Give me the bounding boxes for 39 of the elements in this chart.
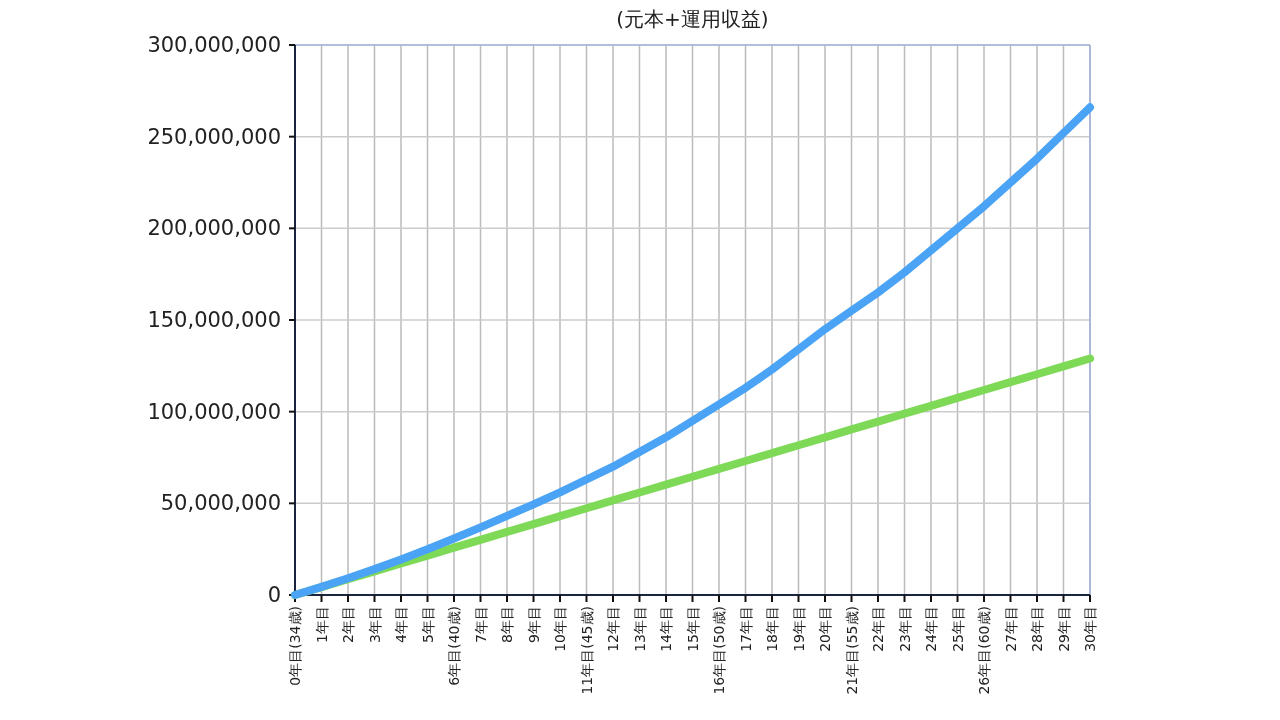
x-tick-label: 22年目 (870, 606, 886, 652)
x-tick-label: 17年目 (737, 606, 754, 652)
x-tick-label: 6年目(40歳) (446, 606, 462, 686)
x-tick-label: 21年目(55歳) (843, 606, 860, 695)
y-tick-label: 150,000,000 (147, 308, 281, 332)
x-tick-label: 15年目 (684, 606, 701, 652)
y-tick-label: 300,000,000 (147, 33, 281, 57)
x-tick-label: 28年目 (1029, 606, 1045, 652)
x-tick-label: 3年目 (366, 606, 383, 643)
y-tick-label: 250,000,000 (147, 124, 281, 149)
x-tick-label: 11年目(45歳) (578, 606, 595, 695)
y-tick-label: 100,000,000 (147, 399, 281, 424)
x-tick-label: 24年目 (923, 606, 939, 652)
x-tick-label: 2年目 (340, 606, 356, 643)
x-tick-label: 20年目 (817, 606, 833, 652)
x-tick-label: 14年目 (658, 606, 674, 652)
x-tick-label: 9年目 (525, 606, 542, 643)
y-tick-label: 50,000,000 (160, 491, 281, 516)
x-tick-label: 10年目 (552, 606, 568, 652)
chart-title: (元本+運用収益) (616, 7, 769, 31)
x-tick-label: 19年目 (790, 606, 807, 652)
x-tick-label: 27年目 (1002, 606, 1019, 652)
x-tick-label: 16年目(50歳) (711, 606, 727, 695)
y-tick-label: 200,000,000 (147, 216, 281, 241)
x-tick-label: 13年目 (631, 606, 648, 652)
x-tick-label: 26年目(60歳) (976, 606, 992, 695)
x-tick-label: 0年目(34歳) (287, 606, 303, 686)
x-tick-label: 5年目 (419, 606, 436, 643)
x-tick-label: 8年目 (499, 606, 515, 643)
x-tick-label: 29年目 (1055, 606, 1072, 652)
x-tick-label: 12年目 (605, 606, 621, 652)
x-tick-label: 7年目 (472, 606, 489, 643)
x-tick-label: 1年目 (313, 606, 330, 643)
y-tick-label: 0 (267, 583, 281, 607)
x-tick-label: 23年目 (896, 606, 913, 652)
x-tick-label: 25年目 (949, 606, 966, 652)
x-tick-label: 18年目 (764, 606, 780, 652)
x-tick-label: 30年目 (1082, 606, 1098, 652)
x-tick-label: 4年目 (393, 606, 409, 643)
